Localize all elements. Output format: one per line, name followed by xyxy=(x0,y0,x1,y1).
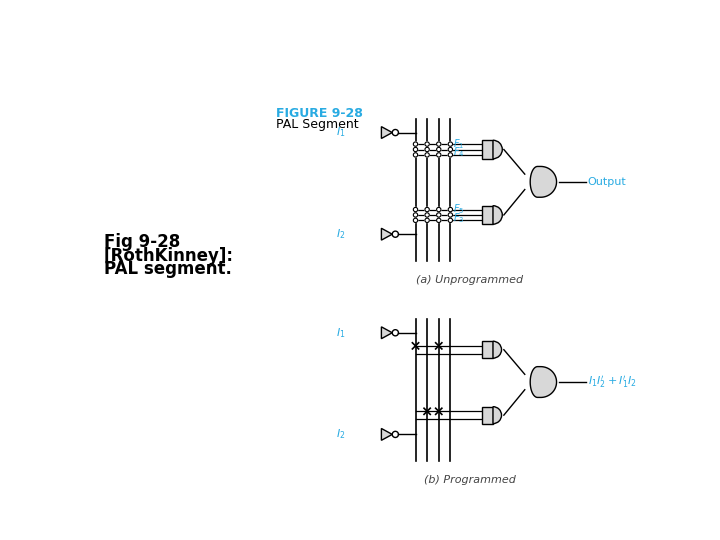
Circle shape xyxy=(425,207,429,212)
Text: FIGURE 9-28: FIGURE 9-28 xyxy=(276,107,363,120)
Circle shape xyxy=(449,153,453,157)
Polygon shape xyxy=(530,166,557,197)
Text: (a) Unprogrammed: (a) Unprogrammed xyxy=(416,275,523,285)
Text: $I_2$: $I_2$ xyxy=(336,227,346,241)
Circle shape xyxy=(449,218,453,222)
Circle shape xyxy=(436,153,441,157)
Circle shape xyxy=(449,213,453,217)
Text: $I_1I_2^\prime + I_1^\prime I_2$: $I_1I_2^\prime + I_1^\prime I_2$ xyxy=(588,374,636,390)
Circle shape xyxy=(413,147,418,152)
Text: $F_4$: $F_4$ xyxy=(454,146,465,159)
Polygon shape xyxy=(382,127,392,138)
Text: $F_5$: $F_5$ xyxy=(454,202,465,217)
Text: (b) Programmed: (b) Programmed xyxy=(424,475,516,485)
Circle shape xyxy=(413,218,418,222)
Circle shape xyxy=(425,142,429,146)
Text: Output: Output xyxy=(588,177,626,187)
Circle shape xyxy=(436,218,441,222)
Circle shape xyxy=(436,207,441,212)
Wedge shape xyxy=(493,140,503,159)
Circle shape xyxy=(425,218,429,222)
Polygon shape xyxy=(382,228,392,240)
Wedge shape xyxy=(493,407,502,423)
Circle shape xyxy=(425,213,429,217)
Circle shape xyxy=(413,207,418,212)
Text: $I_1$: $I_1$ xyxy=(336,326,346,340)
Circle shape xyxy=(449,147,453,152)
Circle shape xyxy=(413,142,418,146)
Circle shape xyxy=(436,142,441,146)
Text: [RothKinney]:: [RothKinney]: xyxy=(104,247,234,265)
Text: PAL Segment: PAL Segment xyxy=(276,118,359,131)
Wedge shape xyxy=(493,206,503,224)
Polygon shape xyxy=(482,341,493,358)
Text: $I_1$: $I_1$ xyxy=(336,126,346,139)
Polygon shape xyxy=(382,327,392,339)
Circle shape xyxy=(436,213,441,217)
Polygon shape xyxy=(530,367,557,397)
Text: PAL segment.: PAL segment. xyxy=(104,260,232,279)
Wedge shape xyxy=(493,341,502,358)
Text: $F_3$: $F_3$ xyxy=(454,211,465,225)
Circle shape xyxy=(425,153,429,157)
Circle shape xyxy=(413,213,418,217)
Circle shape xyxy=(449,207,453,212)
Polygon shape xyxy=(482,407,493,423)
Polygon shape xyxy=(482,206,493,224)
Polygon shape xyxy=(382,428,392,440)
Text: Fig 9-28: Fig 9-28 xyxy=(104,233,180,251)
Polygon shape xyxy=(482,140,493,159)
Circle shape xyxy=(413,153,418,157)
Text: $I_2$: $I_2$ xyxy=(336,428,346,441)
Text: $F_1$: $F_1$ xyxy=(454,137,464,151)
Circle shape xyxy=(449,142,453,146)
Circle shape xyxy=(436,147,441,152)
Circle shape xyxy=(425,147,429,152)
